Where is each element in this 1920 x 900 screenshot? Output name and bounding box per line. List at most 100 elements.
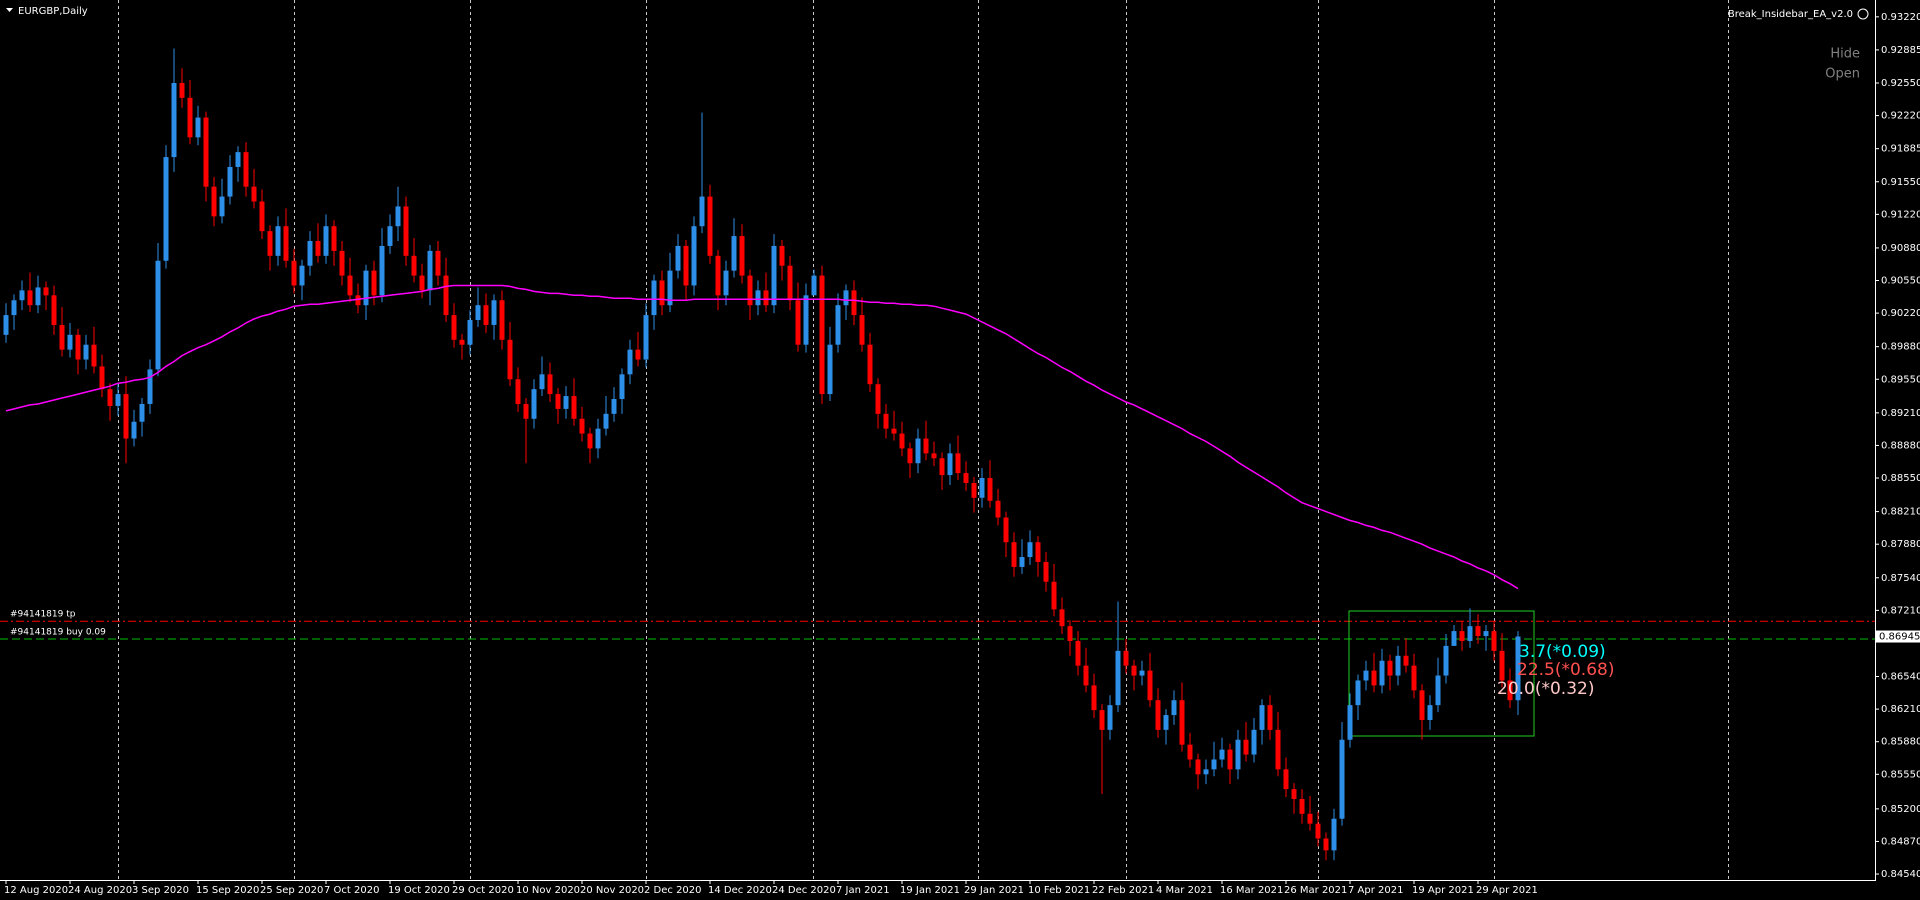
chart-title: EURGBP,Daily bbox=[18, 6, 88, 17]
trade-label: 20.0(*0.32) bbox=[1497, 679, 1594, 699]
candle-body bbox=[811, 275, 817, 296]
candle-body bbox=[1427, 705, 1433, 720]
candle-body bbox=[595, 428, 601, 449]
trade-label: 22.5(*0.68) bbox=[1517, 660, 1614, 680]
candle-body bbox=[499, 300, 505, 340]
candle-body bbox=[1187, 744, 1193, 760]
candle-body bbox=[19, 290, 25, 301]
candle-body bbox=[459, 339, 465, 345]
candle-body bbox=[395, 206, 401, 227]
candle-body bbox=[1315, 823, 1321, 839]
candle-body bbox=[763, 290, 769, 306]
candle-body bbox=[1123, 650, 1129, 666]
candle-body bbox=[819, 275, 825, 395]
candle-body bbox=[1147, 670, 1153, 701]
candle-body bbox=[1507, 680, 1513, 701]
x-tick-label: 20 Nov 2020 bbox=[580, 885, 644, 896]
candle-body bbox=[187, 97, 193, 138]
expert-icon[interactable] bbox=[1857, 8, 1869, 20]
candle-body bbox=[1435, 675, 1441, 706]
trade-label: 3.7(*0.09) bbox=[1519, 642, 1606, 662]
candle-body bbox=[1091, 685, 1097, 711]
candle-body bbox=[291, 260, 297, 286]
candle-body bbox=[339, 250, 345, 276]
candle-body bbox=[123, 394, 129, 439]
candle-body bbox=[795, 300, 801, 345]
candle-body bbox=[1483, 631, 1489, 637]
y-tick-label: 0.86210 bbox=[1881, 704, 1920, 715]
candle-body bbox=[723, 270, 729, 296]
symbol-menu-icon[interactable] bbox=[6, 8, 13, 12]
candle-body bbox=[563, 396, 569, 409]
y-tick-label: 0.89550 bbox=[1881, 374, 1920, 385]
candle-body bbox=[419, 275, 425, 291]
candle-body bbox=[1131, 665, 1137, 676]
candle-body bbox=[1075, 640, 1081, 666]
y-tick-label: 0.92550 bbox=[1881, 78, 1920, 89]
candle-body bbox=[1387, 660, 1393, 676]
candle-body bbox=[1443, 645, 1449, 676]
candle-body bbox=[67, 334, 73, 350]
candle-body bbox=[1299, 798, 1305, 814]
y-tick-label: 0.90220 bbox=[1881, 308, 1920, 319]
candle-body bbox=[35, 287, 41, 306]
candle-body bbox=[27, 290, 33, 306]
candle-body bbox=[155, 260, 161, 370]
x-tick-label: 22 Feb 2021 bbox=[1092, 885, 1154, 896]
candle-body bbox=[443, 275, 449, 316]
candle-body bbox=[731, 236, 737, 271]
period-separators bbox=[118, 0, 1729, 880]
candle-body bbox=[267, 231, 273, 256]
candle-body bbox=[1499, 650, 1505, 681]
candle-body bbox=[867, 344, 873, 385]
candle-body bbox=[1059, 609, 1065, 627]
candle-body bbox=[507, 339, 513, 380]
candle-body bbox=[531, 389, 537, 419]
candle-body bbox=[1115, 650, 1121, 706]
candle-body bbox=[3, 315, 9, 335]
candle-body bbox=[683, 245, 689, 286]
candle-body bbox=[139, 403, 145, 422]
candle-body bbox=[891, 428, 897, 434]
x-tick-label: 19 Apr 2021 bbox=[1412, 885, 1474, 896]
candle-body bbox=[899, 433, 905, 449]
candle-body bbox=[315, 241, 321, 256]
candle-body bbox=[787, 265, 793, 301]
candle-body bbox=[171, 83, 177, 158]
open-button[interactable]: Open bbox=[1825, 67, 1860, 82]
candle-body bbox=[1275, 729, 1281, 770]
plot: #94141819 tp #94141819 buy 0.09 3.7(*0.09)… bbox=[0, 48, 1875, 861]
candle-body bbox=[1395, 655, 1401, 676]
candle-body bbox=[211, 186, 217, 217]
order-label: #94141819 buy 0.09 bbox=[10, 627, 106, 637]
x-tick-label: 7 Apr 2021 bbox=[1348, 885, 1403, 896]
candle-body bbox=[555, 394, 561, 409]
candle-body bbox=[587, 433, 593, 449]
candle-body bbox=[307, 241, 313, 266]
candle-body bbox=[235, 152, 241, 167]
candle-body bbox=[331, 226, 337, 251]
hide-button[interactable]: Hide bbox=[1830, 47, 1860, 62]
candle-body bbox=[707, 196, 713, 256]
x-tick-label: 12 Aug 2020 bbox=[4, 885, 68, 896]
candle-body bbox=[1139, 670, 1145, 676]
candle-body bbox=[227, 166, 233, 197]
current-price-label: 0.86945 bbox=[1879, 632, 1920, 643]
y-tick-label: 0.92220 bbox=[1881, 111, 1920, 122]
candle-body bbox=[1347, 705, 1353, 740]
x-tick-label: 10 Nov 2020 bbox=[516, 885, 580, 896]
candle-body bbox=[1011, 542, 1017, 567]
candle-body bbox=[659, 280, 665, 306]
candle-body bbox=[1379, 660, 1385, 686]
candle-body bbox=[115, 394, 121, 406]
candle-body bbox=[1035, 542, 1041, 562]
candle-body bbox=[691, 226, 697, 286]
candle-body bbox=[91, 344, 97, 367]
candle-body bbox=[411, 255, 417, 276]
candle-body bbox=[1203, 769, 1209, 775]
candle-body bbox=[779, 245, 785, 266]
candle-body bbox=[51, 295, 57, 325]
candle-body bbox=[627, 349, 633, 375]
